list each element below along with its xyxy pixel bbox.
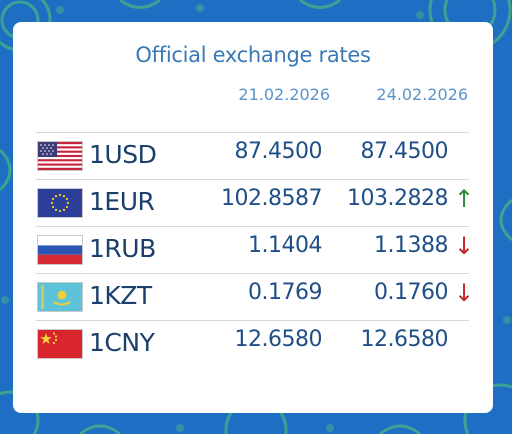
rate-current: 0.1760 [374, 280, 448, 305]
us-flag-icon [37, 141, 83, 171]
exchange-rates-card: Official exchange rates 21.02.2026 24.02… [13, 22, 493, 413]
eu-flag-icon [37, 188, 83, 218]
ru-flag-icon [37, 235, 83, 265]
trend-down-icon: ↓ [454, 279, 475, 307]
rate-row-usd: 1USD 87.4500 87.4500 [36, 132, 469, 180]
currency-code: 1KZT [89, 281, 152, 310]
currency-code: 1USD [89, 140, 157, 169]
kz-flag-icon [37, 282, 83, 312]
date-previous: 21.02.2026 [238, 85, 330, 104]
rate-current: 87.4500 [360, 139, 449, 164]
rate-current: 12.6580 [360, 327, 449, 352]
rate-current: 1.1388 [374, 233, 448, 258]
trend-up-icon: ↑ [454, 185, 475, 213]
rate-previous: 0.1769 [248, 280, 322, 305]
card-title: Official exchange rates [135, 43, 371, 67]
rate-previous: 1.1404 [248, 233, 322, 258]
trend-down-icon: ↓ [454, 232, 475, 260]
rate-previous: 102.8587 [221, 186, 322, 211]
cn-flag-icon [37, 329, 83, 359]
rate-row-rub: 1RUB 1.1404 1.1388 ↓ [36, 226, 474, 274]
rate-current: 103.2828 [347, 186, 448, 211]
rate-previous: 87.4500 [234, 139, 323, 164]
currency-code: 1CNY [89, 328, 155, 357]
rate-row-eur: 1EUR 102.8587 103.2828 ↑ [36, 179, 474, 227]
rate-row-kzt: 1KZT 0.1769 0.1760 ↓ [36, 273, 474, 321]
rate-row-cny: 1CNY 12.6580 12.6580 [36, 320, 469, 368]
currency-code: 1EUR [89, 187, 155, 216]
rate-previous: 12.6580 [234, 327, 323, 352]
currency-code: 1RUB [89, 234, 156, 263]
date-current: 24.02.2026 [376, 85, 468, 104]
